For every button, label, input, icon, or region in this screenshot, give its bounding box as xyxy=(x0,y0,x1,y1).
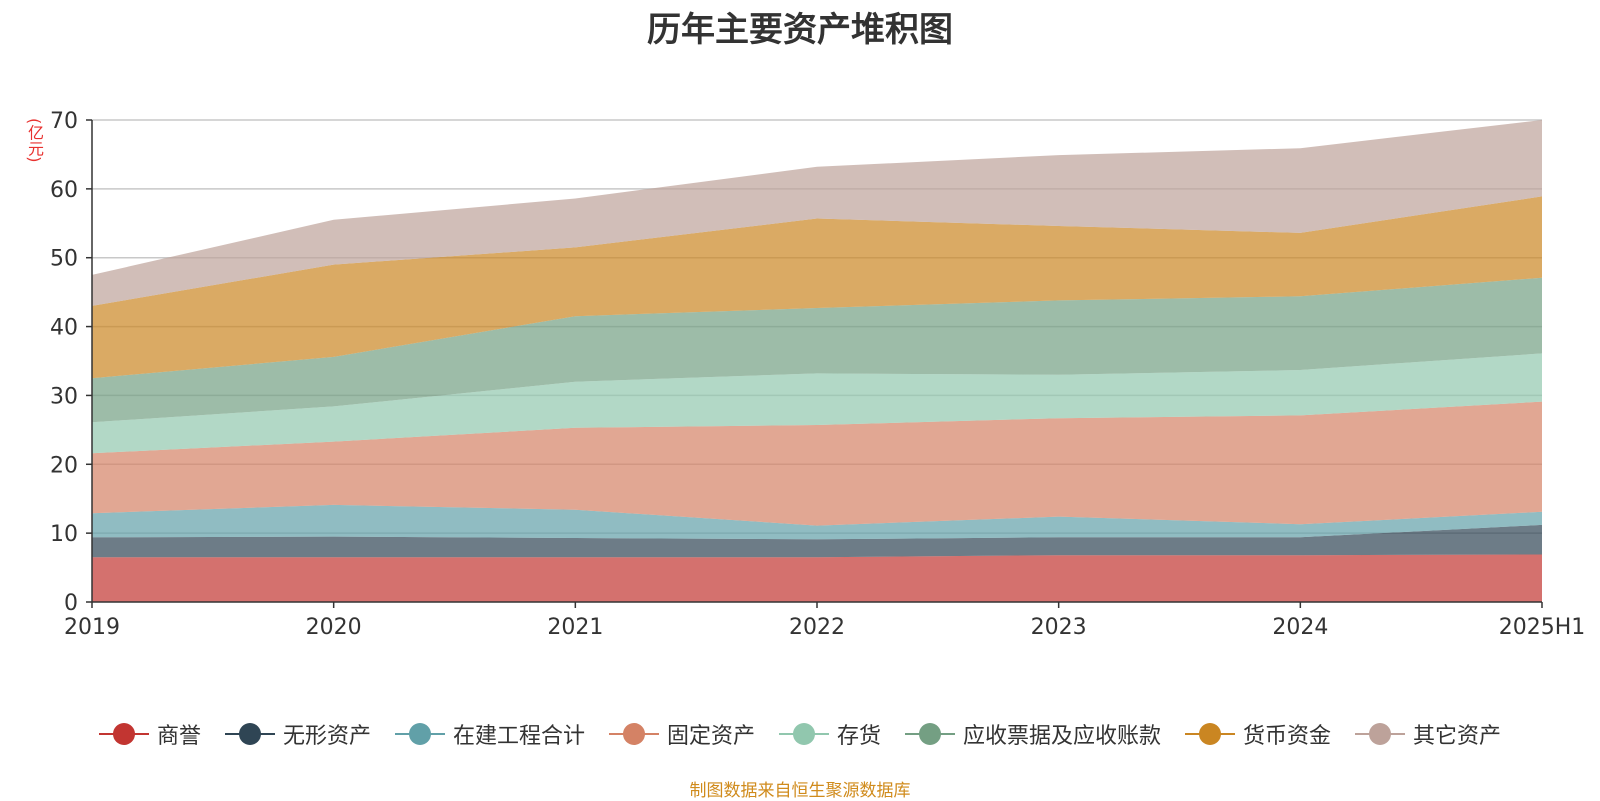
legend-label-6: 货币资金 xyxy=(1243,724,1332,749)
legend-marker-1 xyxy=(224,722,275,746)
legend-item-1[interactable]: 无形资产 xyxy=(224,718,371,750)
legend-label-0: 商誉 xyxy=(156,724,201,749)
x-tick-label-2025H1: 2025H1 xyxy=(1499,615,1586,640)
y-tick-label-40: 40 xyxy=(50,316,78,341)
legend-label-5: 应收票据及应收账款 xyxy=(963,724,1162,749)
legend-item-2[interactable]: 在建工程合计 xyxy=(394,718,585,750)
legend-label-2: 在建工程合计 xyxy=(452,724,585,749)
legend-item-7[interactable]: 其它资产 xyxy=(1355,718,1501,750)
y-tick-label-70: 70 xyxy=(50,109,78,134)
legend-marker-5 xyxy=(905,722,956,746)
y-tick-label-50: 50 xyxy=(50,247,78,272)
y-tick-label-0: 0 xyxy=(64,591,78,616)
x-tick-label-2021: 2021 xyxy=(547,615,603,640)
legend-label-7: 其它资产 xyxy=(1413,724,1502,749)
area-series-1 xyxy=(92,524,1542,558)
legend-item-4[interactable]: 存货 xyxy=(779,718,881,750)
legend-item-6[interactable]: 货币资金 xyxy=(1185,718,1331,750)
x-tick-label-2024: 2024 xyxy=(1272,615,1328,640)
legend-marker-7 xyxy=(1355,722,1406,746)
legend-label-1: 无形资产 xyxy=(282,724,371,749)
legend-item-0[interactable]: 商誉 xyxy=(98,718,201,750)
legend-marker-0 xyxy=(98,722,149,746)
legend-label-4: 存货 xyxy=(837,724,882,749)
data-source-note: 制图数据来自恒生聚源数据库 xyxy=(689,781,911,801)
legend-marker-2 xyxy=(394,722,445,746)
y-tick-label-20: 20 xyxy=(50,453,78,478)
chart-title: 历年主要资产堆积图 xyxy=(647,10,953,50)
legend-label-3: 固定资产 xyxy=(666,724,755,749)
area-series-2 xyxy=(92,504,1542,540)
y-tick-label-60: 60 xyxy=(50,178,78,203)
x-tick-label-2022: 2022 xyxy=(789,615,845,640)
area-series xyxy=(92,120,1542,602)
x-tick-label-2020: 2020 xyxy=(306,615,362,640)
area-series-6 xyxy=(92,196,1542,379)
area-series-5 xyxy=(92,277,1542,423)
area-series-7 xyxy=(92,120,1542,306)
y-tick-label-30: 30 xyxy=(50,384,78,409)
y-tick-label-10: 10 xyxy=(50,522,78,547)
legend-marker-6 xyxy=(1185,722,1236,746)
legend-item-5[interactable]: 应收票据及应收账款 xyxy=(905,718,1161,750)
area-series-0 xyxy=(92,554,1542,602)
x-tick-label-2023: 2023 xyxy=(1031,615,1087,640)
legend-item-3[interactable]: 固定资产 xyxy=(608,718,755,750)
area-series-4 xyxy=(92,353,1542,454)
x-tick-label-2019: 2019 xyxy=(64,615,120,640)
legend-marker-4 xyxy=(779,722,829,746)
y-axis-unit: (亿元) xyxy=(25,118,44,163)
legend: 商誉 无形资产 在建工程合计 固定资产 存货 应收票据及应收账款 货币资金 其它资产 xyxy=(0,718,1600,750)
legend-marker-3 xyxy=(608,722,659,746)
area-series-3 xyxy=(92,401,1542,526)
axes: 0 10 20 30 40 50 60 70 2019 2020 2021 2022 2023 2024 2… xyxy=(50,109,1585,640)
